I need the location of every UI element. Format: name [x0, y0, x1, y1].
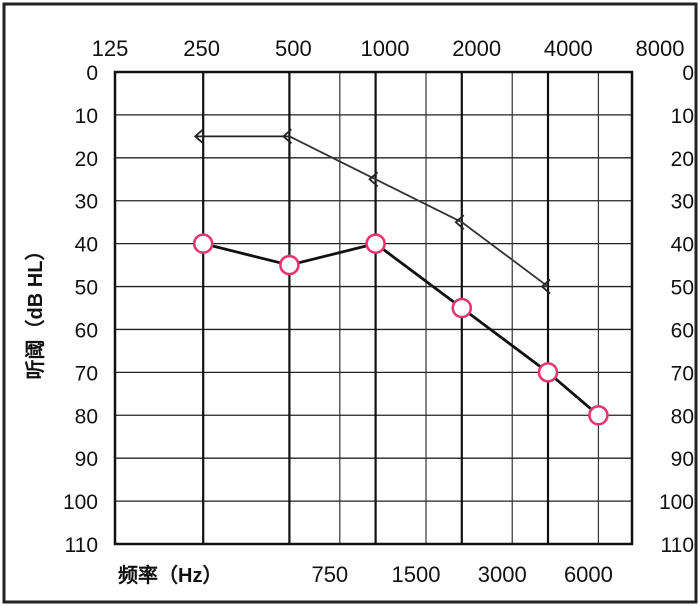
x-axis-label: 频率（Hz） [118, 563, 222, 587]
y-tick-label-right: 40 [671, 234, 694, 257]
data-point-circle [365, 233, 386, 254]
tick-labels: 0 0 10 10 20 20 30 30 40 40 50 50 60 60 70 70 80 80 90 90 10… [63, 36, 694, 587]
y-axis-label: 听阈（dB HL） [23, 241, 47, 380]
data-point-circle [192, 233, 214, 254]
y-tick-label-right: 90 [671, 448, 694, 471]
y-tick-label-right: 60 [671, 319, 694, 342]
y-tick-label-left: 10 [75, 105, 98, 128]
plot-area-border [113, 70, 634, 546]
y-tick-label-right: 80 [671, 405, 694, 428]
x-tick-label-top: 2000 [452, 36, 501, 61]
y-tick-label-right: 70 [671, 362, 694, 385]
y-tick-label-right: 50 [671, 277, 694, 300]
y-tick-label-left: 50 [75, 277, 98, 300]
y-tick-label-right: 20 [671, 148, 694, 171]
x-tick-label-top: 4000 [544, 36, 593, 61]
x-tick-label-top: 8000 [636, 36, 685, 61]
data-point-circle [451, 297, 473, 319]
y-tick-label-left: 40 [75, 234, 98, 257]
y-tick-label-right: 110 [661, 534, 694, 557]
y-tick-label-left: 70 [75, 362, 98, 385]
x-tick-label-top: 500 [275, 36, 312, 61]
data-point-circle [279, 254, 300, 276]
series-line [202, 242, 600, 417]
y-tick-label-left: 60 [75, 319, 98, 342]
x-tick-label-top: 1000 [361, 36, 410, 61]
x-tick-label-bottom: 6000 [564, 562, 613, 587]
y-tick-label-right: 100 [659, 491, 694, 514]
x-tick-label-bottom: 3000 [478, 562, 527, 587]
x-tick-label-top: 250 [183, 36, 220, 61]
data-point-circle [588, 404, 609, 426]
y-tick-label-left: 90 [75, 448, 98, 471]
y-tick-label-right: 10 [671, 105, 694, 128]
data-series [192, 128, 609, 426]
x-tick-label-top: 125 [92, 36, 129, 61]
data-point-bracket [540, 278, 551, 295]
y-tick-label-left: 0 [86, 62, 98, 85]
data-point-circle [537, 362, 559, 383]
y-tick-label-right: 30 [671, 191, 694, 214]
y-tick-label-left: 20 [75, 148, 98, 171]
series-line [288, 135, 549, 288]
arrow-head [193, 128, 204, 145]
y-tick-label-right: 0 [682, 62, 694, 85]
y-tick-label-left: 30 [75, 191, 98, 214]
data-point-bracket [282, 128, 292, 145]
data-point-bracket [454, 214, 465, 230]
y-tick-label-left: 110 [65, 534, 98, 557]
x-tick-label-bottom: 750 [311, 562, 348, 587]
data-point-bracket [368, 171, 379, 187]
y-tick-label-left: 80 [75, 405, 98, 428]
x-tick-label-bottom: 1500 [392, 562, 441, 587]
y-tick-label-left: 100 [63, 491, 98, 514]
